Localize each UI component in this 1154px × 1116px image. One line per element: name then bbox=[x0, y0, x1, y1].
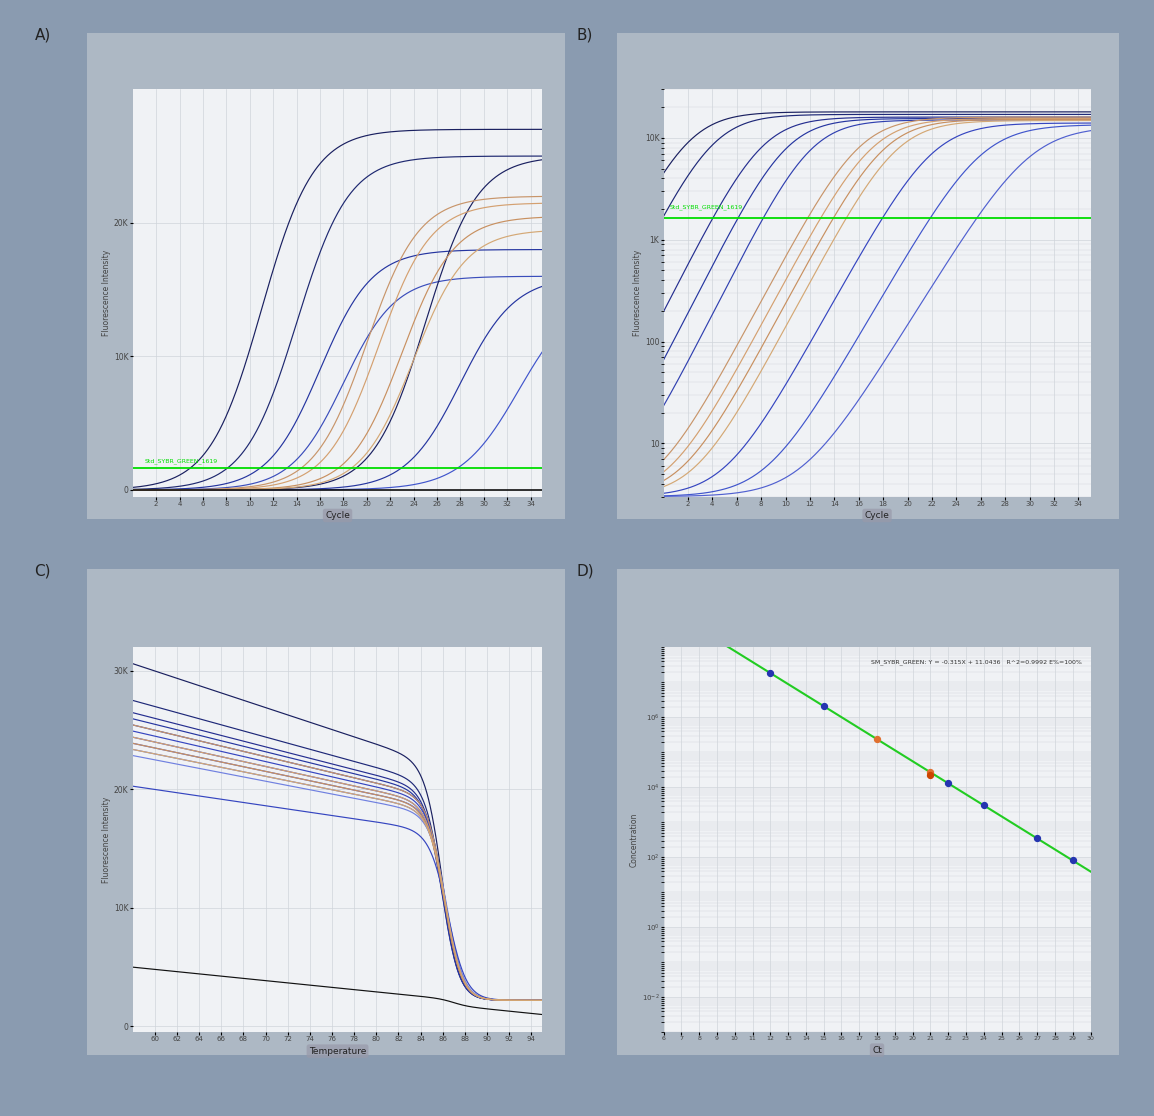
Text: D): D) bbox=[577, 564, 594, 578]
Text: B): B) bbox=[577, 28, 593, 42]
Text: A): A) bbox=[35, 28, 51, 42]
X-axis label: Ct: Ct bbox=[872, 1046, 882, 1055]
Point bbox=[1028, 829, 1047, 847]
X-axis label: Cycle: Cycle bbox=[325, 511, 350, 520]
Text: Std_SYBR_GREEN_1619: Std_SYBR_GREEN_1619 bbox=[669, 204, 743, 210]
X-axis label: Cycle: Cycle bbox=[864, 511, 890, 520]
X-axis label: Temperature: Temperature bbox=[309, 1047, 366, 1056]
Point bbox=[815, 698, 833, 715]
Text: SM_SYBR_GREEN: Y = -0.315X + 11.0436   R^2=0.9992 E%=100%: SM_SYBR_GREEN: Y = -0.315X + 11.0436 R^2… bbox=[871, 658, 1082, 664]
Point bbox=[762, 664, 780, 682]
Point bbox=[707, 631, 726, 648]
Point bbox=[939, 775, 958, 792]
Point bbox=[974, 797, 992, 815]
Y-axis label: Concentration: Concentration bbox=[630, 812, 639, 867]
Text: C): C) bbox=[35, 564, 51, 578]
Point bbox=[921, 766, 939, 783]
Point bbox=[1064, 852, 1082, 869]
Point bbox=[921, 763, 939, 781]
Text: Std_SYBR_GREEN_1619: Std_SYBR_GREEN_1619 bbox=[144, 459, 218, 464]
Y-axis label: Fluorescence Intensity: Fluorescence Intensity bbox=[102, 797, 111, 883]
Y-axis label: Fluorescence Intensity: Fluorescence Intensity bbox=[634, 250, 642, 336]
Point bbox=[868, 730, 886, 748]
Y-axis label: Fluorescence Intensity: Fluorescence Intensity bbox=[103, 250, 111, 336]
Point bbox=[672, 609, 690, 627]
